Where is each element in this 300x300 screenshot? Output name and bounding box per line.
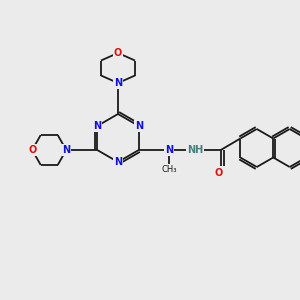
Text: N: N (165, 145, 173, 155)
Text: N: N (114, 157, 122, 167)
Text: CH₃: CH₃ (161, 166, 176, 175)
Text: N: N (62, 145, 70, 155)
Text: N: N (93, 121, 101, 131)
Text: O: O (114, 48, 122, 58)
Text: N: N (114, 78, 122, 88)
Text: O: O (215, 168, 223, 178)
Text: N: N (135, 121, 143, 131)
Text: NH: NH (187, 145, 203, 155)
Text: O: O (28, 145, 36, 155)
